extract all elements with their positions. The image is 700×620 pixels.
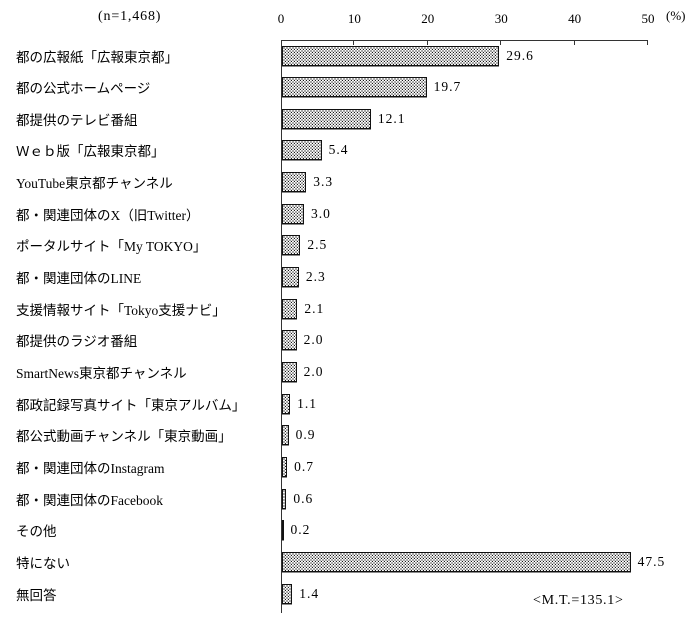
- category-label: 無回答: [16, 587, 57, 603]
- bar-segment: [282, 425, 289, 446]
- category-label: SmartNews東京都チャンネル: [16, 366, 187, 381]
- x-axis-tick-label: 10: [347, 11, 361, 26]
- x-axis-tick-label: 20: [421, 11, 435, 26]
- value-label: 0.2: [290, 522, 311, 538]
- bar-segment: [282, 330, 297, 351]
- value-label: 0.6: [293, 490, 314, 506]
- bar-segment: [282, 488, 287, 509]
- x-axis-tick-label: 40: [568, 11, 582, 26]
- value-label: 3.0: [311, 205, 331, 221]
- x-axis-tick-label: 50: [641, 11, 655, 26]
- category-label: その他: [16, 524, 57, 540]
- value-label: 1.1: [297, 395, 317, 411]
- value-label: 2.3: [305, 269, 326, 285]
- category-label: 都・関連団体のX（旧Twitter）: [16, 207, 200, 223]
- value-label: 1.4: [299, 585, 320, 601]
- value-label: 12.1: [377, 110, 406, 126]
- bar-segment: [282, 267, 299, 288]
- percent-unit-label: (%): [666, 8, 686, 23]
- category-label: 都政記録写真サイト「東京アルバム」: [16, 397, 246, 413]
- value-label: 2.0: [303, 364, 324, 379]
- bar-segment: [282, 362, 297, 382]
- sample-size-label: (n=1,468): [98, 9, 162, 24]
- mt-total-label: <M.T.=135.1>: [533, 593, 624, 608]
- value-label: 0.7: [294, 458, 314, 474]
- x-axis-tick-mark: [647, 40, 648, 45]
- category-label: 都の広報紙「広報東京都」: [16, 49, 178, 65]
- x-axis-tick-label: 0: [277, 11, 285, 26]
- bar-segment: [282, 583, 293, 604]
- value-label: 19.7: [433, 79, 462, 95]
- x-axis-tick-mark: [573, 40, 575, 45]
- bar-segment: [282, 551, 631, 572]
- bar-segment: [282, 298, 298, 319]
- category-label: 都・関連団体のInstagram: [16, 460, 165, 476]
- bar-segment: [282, 140, 322, 161]
- value-label: 2.1: [304, 300, 325, 316]
- value-label: 2.0: [303, 332, 324, 348]
- bar-segment: [282, 456, 288, 477]
- bar-segment: [282, 520, 284, 541]
- category-label: 都・関連団体のLINE: [16, 271, 142, 287]
- x-axis-tick-mark: [353, 40, 355, 45]
- category-label: 特にない: [16, 555, 70, 571]
- category-label: YouTube東京都チャンネル: [16, 176, 173, 192]
- bar-segment: [282, 45, 500, 66]
- category-label: 都提供のテレビ番組: [16, 112, 138, 128]
- category-label: Ｗｅｂ版「広報東京都」: [16, 144, 165, 160]
- category-label: 都公式動画チャンネル「東京動画」: [16, 429, 232, 445]
- plot-area: [281, 40, 648, 613]
- x-axis-tick-label: 30: [494, 11, 508, 26]
- value-label: 2.5: [307, 237, 328, 253]
- category-label: 都・関連団体のFacebook: [16, 492, 163, 508]
- x-axis-tick-mark: [426, 40, 428, 45]
- value-label: 29.6: [506, 47, 534, 63]
- bar-segment: [282, 108, 371, 129]
- value-label: 0.9: [295, 427, 316, 443]
- category-label: 都の公式ホームページ: [16, 81, 151, 97]
- category-label: 支援情報サイト「Tokyo支援ナビ」: [16, 302, 226, 318]
- value-label: 5.4: [328, 142, 349, 158]
- bar-segment: [282, 393, 291, 414]
- value-label: 47.5: [637, 553, 666, 569]
- bar-segment: [282, 203, 305, 224]
- category-label: ポータルサイト「My TOKYO」: [16, 239, 207, 255]
- bar-segment: [282, 77, 427, 98]
- bar-segment: [282, 235, 301, 256]
- value-label: 3.3: [313, 174, 334, 190]
- x-axis-tick-mark: [500, 40, 502, 45]
- bar-segment: [282, 172, 307, 193]
- category-label: 都提供のラジオ番組: [16, 334, 138, 350]
